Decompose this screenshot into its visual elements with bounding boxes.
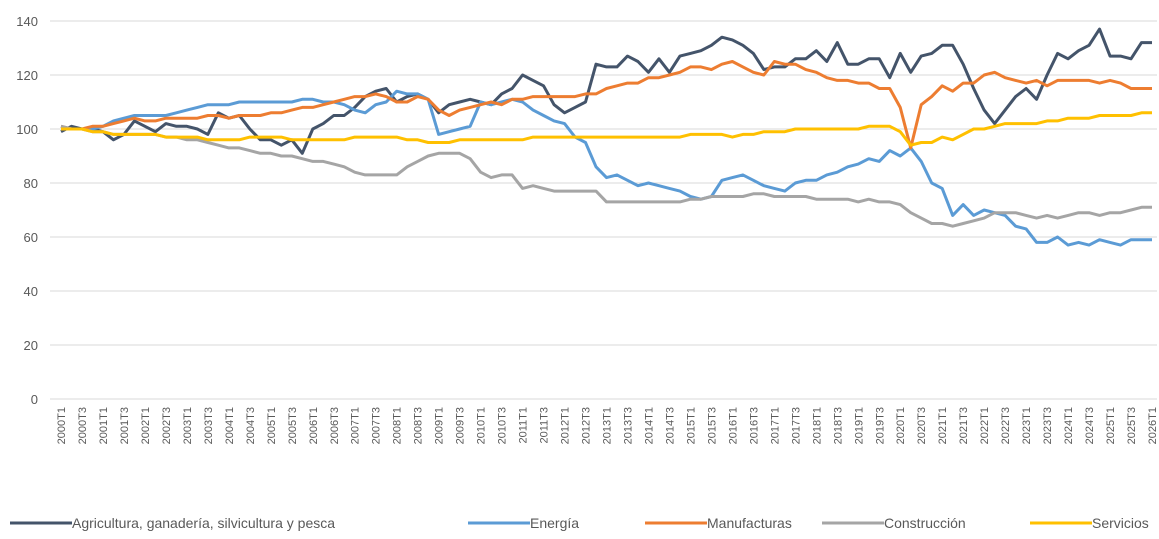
x-tick-label: 2020T1 bbox=[895, 407, 907, 444]
x-tick-label: 2016T1 bbox=[727, 407, 739, 444]
y-tick-label: 140 bbox=[16, 14, 38, 29]
x-tick-label: 2013T3 bbox=[622, 407, 634, 444]
x-tick-label: 2007T3 bbox=[371, 407, 383, 444]
y-tick-label: 0 bbox=[31, 392, 38, 407]
y-tick-label: 80 bbox=[24, 176, 38, 191]
series-line bbox=[60, 60, 1152, 150]
x-tick-label: 2001T1 bbox=[98, 407, 110, 444]
x-tick-label: 2010T3 bbox=[497, 407, 509, 444]
x-tick-label: 2012T3 bbox=[581, 407, 593, 444]
x-tick-label: 2024T1 bbox=[1063, 407, 1075, 444]
x-tick-label: 2018T3 bbox=[832, 407, 844, 444]
x-tick-label: 2005T1 bbox=[266, 407, 278, 444]
x-tick-label: 2008T3 bbox=[413, 407, 425, 444]
x-tick-label: 2014T1 bbox=[643, 407, 655, 444]
x-tick-label: 2022T1 bbox=[979, 407, 991, 444]
x-tick-label: 2023T3 bbox=[1042, 407, 1054, 444]
x-tick-label: 2006T3 bbox=[329, 407, 341, 444]
legend-label: Agricultura, ganadería, silvicultura y p… bbox=[72, 515, 335, 531]
y-tick-label: 20 bbox=[24, 338, 38, 353]
x-tick-label: 2006T1 bbox=[308, 407, 320, 444]
x-tick-label: 2011T1 bbox=[518, 407, 530, 444]
y-tick-label: 120 bbox=[16, 68, 38, 83]
legend-label: Energía bbox=[530, 515, 579, 531]
x-tick-label: 2005T3 bbox=[287, 407, 299, 444]
x-tick-label: 2009T3 bbox=[455, 407, 467, 444]
x-tick-label: 2002T1 bbox=[140, 407, 152, 444]
x-tick-label: 2018T1 bbox=[811, 407, 823, 444]
x-tick-label: 2004T3 bbox=[245, 407, 257, 444]
x-tick-label: 2008T1 bbox=[392, 407, 404, 444]
x-tick-label: 2003T3 bbox=[203, 407, 215, 444]
x-tick-label: 2021T1 bbox=[937, 407, 949, 444]
x-tick-label: 2016T3 bbox=[748, 407, 760, 444]
x-tick-label: 2026T1 bbox=[1147, 407, 1159, 444]
x-tick-label: 2017T1 bbox=[769, 407, 781, 444]
x-tick-label: 2004T1 bbox=[224, 407, 236, 444]
x-tick-label: 2011T3 bbox=[539, 407, 551, 444]
x-tick-label: 2007T1 bbox=[350, 407, 362, 444]
legend-label: Servicios bbox=[1092, 515, 1149, 531]
series-line bbox=[60, 89, 1152, 247]
x-tick-label: 2000T1 bbox=[56, 407, 68, 444]
legend-label: Construcción bbox=[884, 515, 966, 531]
x-tick-label: 2001T3 bbox=[119, 407, 131, 444]
x-tick-label: 2020T3 bbox=[916, 407, 928, 444]
x-tick-label: 2021T3 bbox=[958, 407, 970, 444]
x-tick-label: 2015T3 bbox=[706, 407, 718, 444]
x-tick-label: 2025T1 bbox=[1105, 407, 1117, 444]
y-tick-label: 60 bbox=[24, 230, 38, 245]
x-tick-label: 2019T3 bbox=[874, 407, 886, 444]
series-line bbox=[60, 27, 1152, 155]
x-tick-label: 2022T3 bbox=[1000, 407, 1012, 444]
series-line bbox=[61, 111, 1152, 147]
y-tick-label: 100 bbox=[16, 122, 38, 137]
x-tick-label: 2015T1 bbox=[685, 407, 697, 444]
x-tick-label: 2010T1 bbox=[476, 407, 488, 444]
x-tick-label: 2025T3 bbox=[1126, 407, 1138, 444]
x-tick-label: 2019T1 bbox=[853, 407, 865, 444]
x-tick-label: 2023T1 bbox=[1021, 407, 1033, 444]
x-tick-label: 2000T3 bbox=[77, 407, 89, 444]
y-tick-label: 40 bbox=[24, 284, 38, 299]
x-tick-label: 2003T1 bbox=[182, 407, 194, 444]
x-tick-label: 2002T3 bbox=[161, 407, 173, 444]
series-line bbox=[60, 124, 1152, 228]
legend-label: Manufacturas bbox=[707, 515, 792, 531]
x-tick-label: 2013T1 bbox=[602, 407, 614, 444]
x-tick-label: 2009T1 bbox=[434, 407, 446, 444]
x-tick-label: 2012T1 bbox=[560, 407, 572, 444]
x-tick-label: 2017T3 bbox=[790, 407, 802, 444]
x-tick-label: 2014T3 bbox=[664, 407, 676, 444]
x-tick-label: 2024T3 bbox=[1084, 407, 1096, 444]
